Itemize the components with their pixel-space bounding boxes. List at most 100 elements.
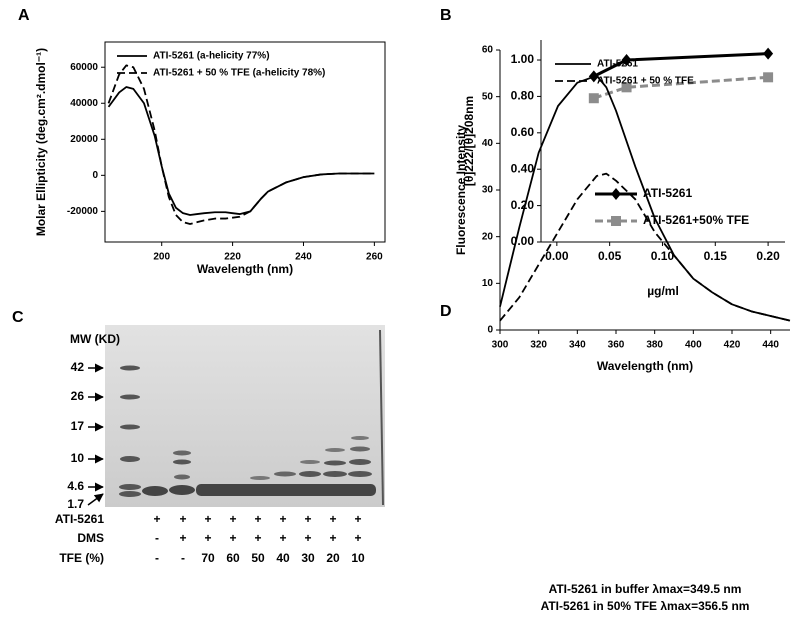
- x-tick-label: 420: [724, 340, 741, 351]
- lane-label: 60: [226, 551, 240, 565]
- x-tick-label: 400: [685, 340, 702, 351]
- x-axis-title: µg/ml: [647, 284, 679, 298]
- lane-label: 20: [326, 551, 340, 565]
- lane-label: 30: [301, 551, 315, 565]
- lane-label: +: [304, 531, 311, 545]
- x-tick-label: 0.00: [545, 249, 569, 263]
- lane-label: 70: [201, 551, 215, 565]
- y-tick-label: 0: [487, 325, 493, 336]
- y-tick-label: -20000: [67, 206, 99, 217]
- x-tick-label: 320: [530, 340, 547, 351]
- row-label: TFE (%): [59, 551, 104, 565]
- legend-label: ATI-5261 + 50 % TFE (a-helicity 78%): [153, 68, 325, 79]
- mw-label: 10: [71, 451, 85, 465]
- marker: [588, 93, 599, 104]
- lane-label: +: [179, 512, 186, 526]
- x-tick-label: 260: [366, 252, 383, 263]
- lane-label: +: [229, 531, 236, 545]
- legend-label: ATI-5261 (a-helicity 77%): [153, 51, 270, 62]
- plot-frame: [104, 41, 386, 243]
- x-tick-label: 440: [762, 340, 779, 351]
- legend-label: ATI-5261: [643, 186, 692, 200]
- lane-label: +: [204, 531, 211, 545]
- mw-arrow: [87, 493, 104, 506]
- y-tick-label: 60000: [70, 62, 98, 73]
- lane-label: 10: [351, 551, 365, 565]
- marker: [621, 82, 632, 93]
- y-tick-label: 0.20: [511, 198, 535, 212]
- y-tick-label: 60: [482, 45, 494, 56]
- mw-label: 42: [71, 360, 85, 374]
- annotation: ATI-5261 in buffer λmax=349.5 nm: [549, 582, 742, 596]
- lane-label: +: [354, 512, 361, 526]
- lane-label: +: [279, 512, 286, 526]
- y-tick-label: 0: [92, 170, 98, 181]
- annotation: ATI-5261 in 50% TFE λmax=356.5 nm: [541, 599, 750, 613]
- y-tick-label: 40000: [70, 98, 98, 109]
- legend-label: ATI-5261 + 50 % TFE: [597, 76, 694, 87]
- x-axis-title: Wavelength (nm): [597, 359, 693, 373]
- lane-label: -: [155, 551, 159, 565]
- x-tick-label: 240: [295, 252, 312, 263]
- y-tick-label: 1.00: [511, 52, 535, 66]
- legend-label: ATI-5261: [597, 59, 638, 70]
- lane-label: -: [155, 531, 159, 545]
- x-tick-label: 360: [608, 340, 625, 351]
- mw-label: 17: [71, 419, 85, 433]
- y-tick-label: 20000: [70, 134, 98, 145]
- x-tick-label: 0.20: [756, 249, 780, 263]
- x-tick-label: 220: [224, 252, 241, 263]
- y-axis-title: Fluorescence Intensity: [454, 125, 468, 255]
- series-line: [107, 64, 375, 225]
- x-tick-label: 0.05: [598, 249, 622, 263]
- y-tick-label: 0.40: [511, 161, 535, 175]
- y-tick-label: 0.60: [511, 125, 535, 139]
- lane-label: 40: [276, 551, 290, 565]
- legend-label: ATI-5261+50% TFE: [643, 213, 749, 227]
- panel-label: A: [18, 7, 30, 24]
- marker: [611, 216, 621, 226]
- y-tick-label: 50: [482, 91, 494, 102]
- mw-label: 1.7: [67, 497, 84, 511]
- gel-image: [105, 325, 385, 507]
- x-tick-label: 380: [646, 340, 663, 351]
- mw-title: MW (KD): [70, 332, 120, 346]
- y-tick-label: 0.80: [511, 89, 535, 103]
- x-tick-label: 0.10: [651, 249, 675, 263]
- marker: [621, 54, 632, 67]
- lane-label: +: [279, 531, 286, 545]
- x-tick-label: 0.15: [704, 249, 728, 263]
- lane-label: +: [254, 531, 261, 545]
- mw-label: 26: [71, 389, 85, 403]
- lane-label: +: [153, 512, 160, 526]
- x-tick-label: 200: [153, 252, 170, 263]
- row-label: ATI-5261: [55, 512, 104, 526]
- marker: [611, 188, 621, 200]
- series-line: [107, 86, 375, 216]
- panel-label: B: [440, 7, 452, 24]
- lane-label: -: [181, 551, 185, 565]
- y-tick-label: 30: [482, 185, 494, 196]
- lane-label: +: [329, 512, 336, 526]
- lane-label: +: [179, 531, 186, 545]
- series-line: [499, 172, 791, 322]
- marker: [763, 72, 774, 83]
- panel-label: C: [12, 309, 24, 326]
- x-tick-label: 340: [569, 340, 586, 351]
- panel-label: D: [440, 303, 452, 320]
- marker: [763, 47, 774, 60]
- lane-label: +: [204, 512, 211, 526]
- lane-label: +: [354, 531, 361, 545]
- y-tick-label: 10: [482, 278, 494, 289]
- lane-label: +: [304, 512, 311, 526]
- lane-label: 50: [251, 551, 265, 565]
- lane-label: +: [254, 512, 261, 526]
- lane-label: +: [329, 531, 336, 545]
- lane-label: +: [229, 512, 236, 526]
- y-tick-label: 40: [482, 138, 494, 149]
- y-axis-title: Molar Ellipticity (deg.cm².dmol⁻¹): [34, 48, 48, 236]
- row-label: DMS: [77, 531, 104, 545]
- x-axis-title: Wavelength (nm): [197, 262, 293, 276]
- x-tick-label: 300: [492, 340, 509, 351]
